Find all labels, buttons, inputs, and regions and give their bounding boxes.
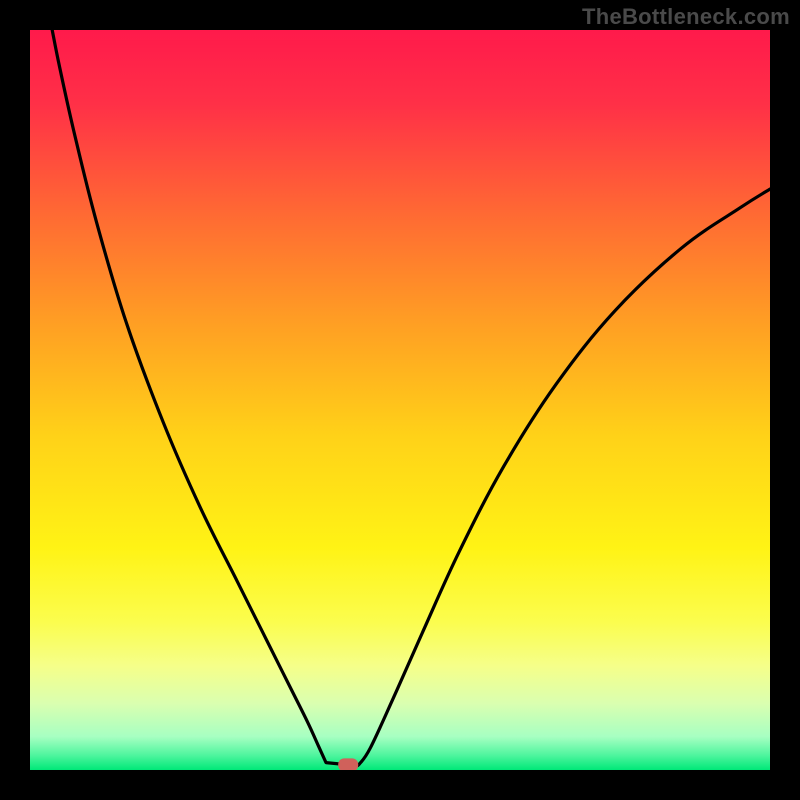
watermark-text: TheBottleneck.com	[582, 4, 790, 30]
plot-area-wrapper	[30, 30, 770, 770]
optimal-point-marker	[338, 758, 358, 770]
bottleneck-chart	[30, 30, 770, 770]
gradient-background	[30, 30, 770, 770]
chart-outer-frame: TheBottleneck.com	[0, 0, 800, 800]
